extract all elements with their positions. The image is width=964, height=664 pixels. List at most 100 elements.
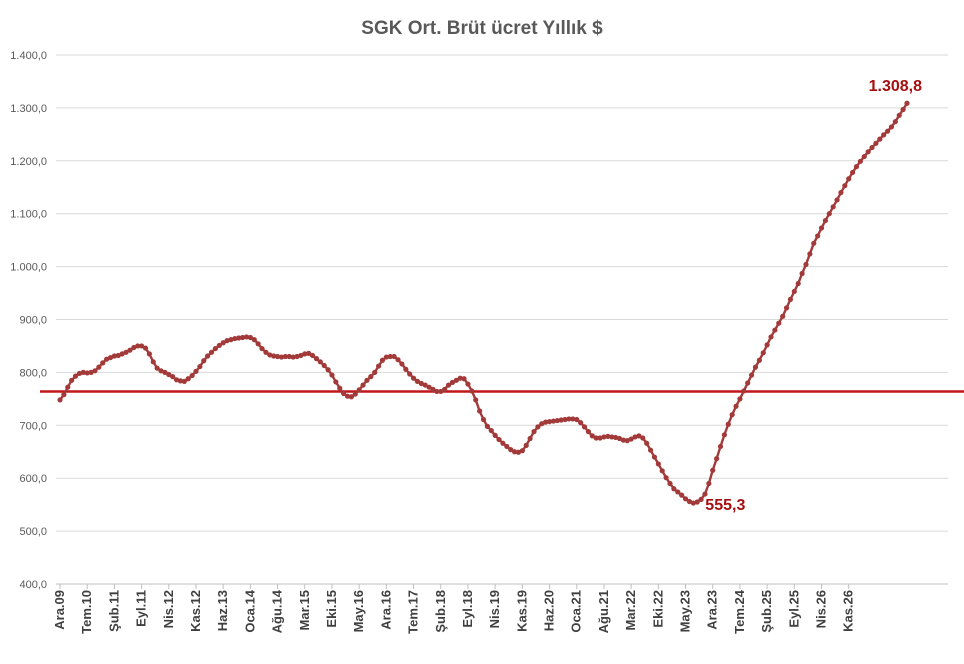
data-point <box>686 498 693 505</box>
y-tick-label: 600,0 <box>19 473 47 485</box>
data-point <box>772 327 778 333</box>
x-tick-label: Şub.11 <box>106 590 121 632</box>
data-point <box>100 360 106 366</box>
data-point <box>282 353 288 360</box>
data-point <box>212 345 219 352</box>
data-point <box>881 132 887 138</box>
data-point <box>57 397 63 403</box>
data-point <box>240 334 246 341</box>
data-point <box>492 432 498 438</box>
data-point <box>675 489 681 495</box>
data-point <box>694 499 700 505</box>
data-point <box>667 480 673 487</box>
data-point <box>442 386 448 392</box>
x-tick-label: Ara.23 <box>705 590 720 630</box>
data-point <box>309 352 316 359</box>
data-point <box>333 379 339 385</box>
x-tick-label: Nis.26 <box>814 590 829 628</box>
data-point <box>150 359 156 365</box>
data-point <box>787 296 794 302</box>
data-point <box>201 358 207 364</box>
data-point <box>364 377 370 383</box>
data-point <box>511 449 518 455</box>
data-point <box>465 381 471 387</box>
data-point <box>698 496 704 502</box>
data-point <box>407 371 413 377</box>
data-point <box>733 403 739 409</box>
data-point <box>263 349 269 355</box>
data-point <box>92 368 98 374</box>
data-point <box>255 341 261 347</box>
data-point <box>748 372 755 378</box>
data-point <box>783 305 790 311</box>
data-point <box>826 211 832 217</box>
data-point <box>620 437 626 443</box>
chart-title: SGK Ort. Brüt ücret Yıllık $ <box>361 18 603 39</box>
data-point <box>729 412 735 418</box>
data-point <box>651 454 658 460</box>
data-point <box>574 416 580 423</box>
data-point <box>543 419 549 425</box>
data-point <box>88 369 94 375</box>
data-point <box>818 225 825 231</box>
data-point <box>473 397 479 403</box>
x-tick-label: Mar.15 <box>297 590 312 630</box>
data-point <box>496 436 502 443</box>
data-point <box>873 140 879 146</box>
data-point <box>904 100 910 106</box>
x-tick-label: Kas.19 <box>514 590 529 632</box>
data-point <box>317 359 323 365</box>
data-point <box>768 334 774 340</box>
data-point <box>111 353 117 359</box>
data-point <box>834 197 840 203</box>
data-point <box>527 435 533 442</box>
x-tick-label: Tem.17 <box>406 590 421 634</box>
data-point <box>236 335 242 341</box>
data-point <box>185 376 191 382</box>
data-point <box>259 345 265 352</box>
data-point <box>519 448 525 454</box>
x-tick-label: Eyl.11 <box>134 590 149 627</box>
data-point <box>453 377 459 383</box>
x-tick-label: Şub.18 <box>433 590 448 633</box>
data-point <box>655 461 661 467</box>
data-point <box>348 394 354 400</box>
data-point <box>756 357 762 363</box>
data-point <box>745 380 751 386</box>
data-point <box>131 344 137 351</box>
x-tick-label: Oca.14 <box>242 589 257 632</box>
data-point <box>811 240 817 246</box>
data-point <box>869 144 875 151</box>
data-point <box>822 217 829 224</box>
data-point <box>457 375 463 381</box>
data-point <box>138 343 145 349</box>
data-point <box>896 112 902 118</box>
y-tick-label: 900,0 <box>19 315 47 327</box>
data-point <box>286 353 292 360</box>
data-point <box>119 351 125 357</box>
data-point <box>601 434 607 440</box>
data-point <box>302 351 308 357</box>
data-point <box>593 435 599 441</box>
data-point <box>640 435 646 441</box>
x-tick-label: Eyl.18 <box>460 590 475 628</box>
data-point <box>154 365 160 371</box>
data-point <box>702 491 708 497</box>
data-point <box>624 438 630 444</box>
data-point <box>422 382 428 388</box>
data-point <box>605 433 611 440</box>
y-tick-label: 500,0 <box>19 526 47 538</box>
data-point <box>609 434 615 440</box>
data-point <box>410 375 417 381</box>
data-point <box>375 363 382 369</box>
data-point <box>127 347 133 353</box>
data-point <box>488 427 494 434</box>
data-point <box>181 378 187 384</box>
data-point <box>313 356 320 362</box>
data-point <box>107 354 114 361</box>
data-point <box>807 251 813 257</box>
data-point <box>888 124 895 130</box>
data-point <box>65 384 71 390</box>
data-point <box>484 423 490 429</box>
data-point <box>884 128 891 134</box>
